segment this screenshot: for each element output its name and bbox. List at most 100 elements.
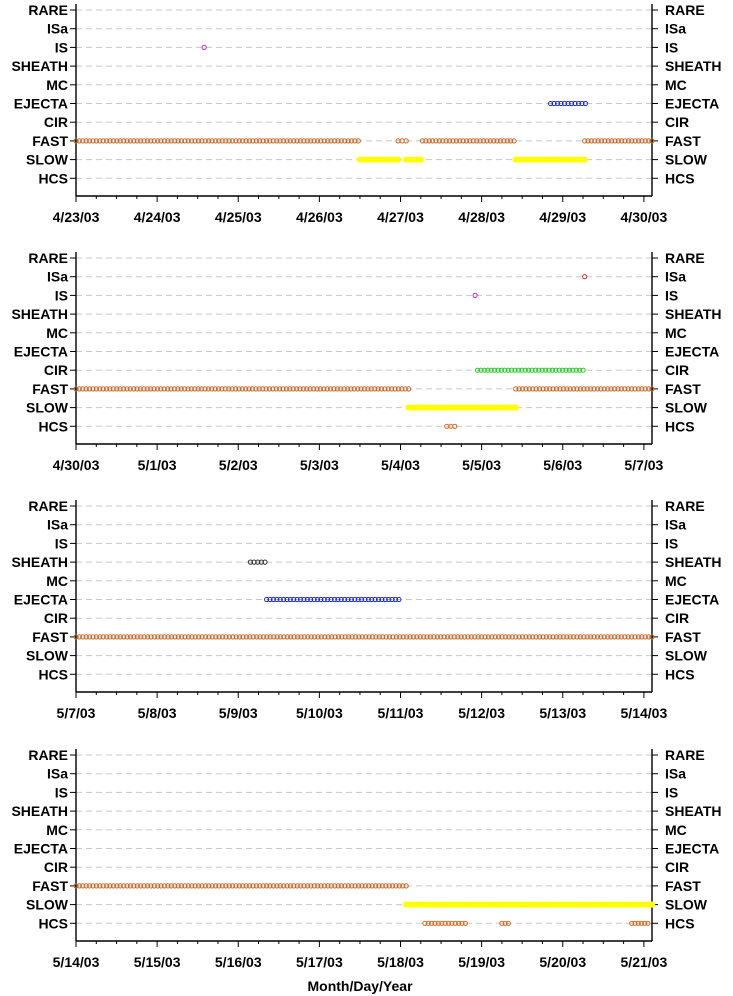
data-point-fast bbox=[581, 386, 587, 392]
x-tick-label: 5/9/03 bbox=[219, 705, 258, 721]
data-point-fast bbox=[93, 138, 100, 144]
data-point-fast bbox=[124, 883, 130, 889]
data-point-fast bbox=[274, 883, 280, 889]
data-point-fast bbox=[148, 883, 154, 889]
data-point-fast bbox=[277, 138, 283, 144]
data-point-fast bbox=[338, 138, 344, 144]
data-point-fast bbox=[642, 634, 648, 640]
data-point-hcs bbox=[499, 920, 505, 926]
data-point-fast bbox=[649, 634, 655, 640]
data-point-cir bbox=[539, 367, 545, 373]
data-point-ejecta bbox=[547, 100, 554, 107]
data-point-fast bbox=[560, 386, 567, 392]
y-label-right: ISa bbox=[665, 21, 686, 37]
data-point-fast bbox=[266, 386, 273, 392]
data-point-ejecta bbox=[558, 100, 564, 107]
x-tick-label: 5/4/03 bbox=[381, 457, 420, 473]
data-point-fast bbox=[369, 883, 375, 889]
data-point-fast bbox=[291, 138, 297, 144]
data-point-fast bbox=[317, 386, 323, 392]
data-point-hcs bbox=[502, 920, 508, 926]
data-point-fast bbox=[175, 634, 181, 640]
y-label-left: EJECTA bbox=[14, 841, 68, 857]
data-point-fast bbox=[172, 138, 178, 144]
data-point-fast bbox=[402, 386, 408, 392]
data-point-fast bbox=[516, 386, 522, 392]
data-point-fast bbox=[594, 634, 601, 640]
data-point-fast bbox=[322, 634, 328, 640]
x-tick-label: 4/30/03 bbox=[621, 209, 668, 225]
data-point-fast bbox=[131, 883, 137, 889]
data-point-fast bbox=[477, 138, 483, 144]
data-point-fast bbox=[560, 634, 566, 640]
data-point-fast bbox=[645, 386, 652, 392]
data-point-cir bbox=[532, 367, 539, 373]
data-point-fast bbox=[403, 138, 409, 144]
data-point-fast bbox=[233, 138, 239, 144]
y-label-right: RARE bbox=[665, 250, 705, 266]
data-point-fast bbox=[376, 634, 382, 640]
data-point-ejecta bbox=[338, 596, 344, 603]
data-point-fast bbox=[226, 634, 232, 640]
data-point-fast bbox=[202, 138, 208, 144]
data-point-fast bbox=[383, 634, 389, 640]
y-label-right: SHEATH bbox=[665, 306, 722, 322]
data-point-sheath bbox=[251, 559, 257, 565]
data-point-fast bbox=[267, 138, 273, 144]
data-point-fast bbox=[195, 386, 201, 392]
data-point-fast bbox=[598, 138, 605, 144]
data-point-fast bbox=[571, 634, 577, 640]
data-point-cir bbox=[495, 367, 501, 373]
y-label-right: MC bbox=[665, 77, 687, 93]
data-point-fast bbox=[90, 883, 96, 889]
data-point-fast bbox=[253, 883, 260, 889]
y-label-right: ISa bbox=[665, 766, 686, 782]
data-point-fast bbox=[294, 386, 300, 392]
y-label-left: HCS bbox=[38, 666, 68, 682]
data-point-cir bbox=[560, 367, 566, 373]
data-point-fast bbox=[519, 386, 526, 392]
data-point-fast bbox=[547, 386, 553, 392]
data-point-fast bbox=[185, 386, 191, 392]
data-point-fast bbox=[536, 386, 543, 392]
data-point-fast bbox=[349, 634, 355, 640]
data-point-fast bbox=[195, 138, 202, 144]
x-tick-label: 5/15/03 bbox=[134, 954, 181, 970]
data-point-fast bbox=[429, 138, 436, 144]
data-point-fast bbox=[250, 634, 256, 640]
data-point-fast bbox=[557, 634, 563, 640]
y-label-left: SHEATH bbox=[11, 554, 68, 570]
data-point-fast bbox=[513, 386, 519, 392]
data-point-hcs bbox=[459, 920, 465, 926]
data-point-fast bbox=[280, 386, 286, 392]
data-point-fast bbox=[209, 386, 215, 392]
data-point-fast bbox=[131, 386, 137, 392]
data-point-hcs bbox=[632, 920, 638, 926]
data-point-fast bbox=[270, 386, 276, 392]
data-point-hcs bbox=[452, 920, 458, 926]
data-point-is bbox=[201, 44, 207, 51]
y-label-left: ISa bbox=[47, 269, 68, 285]
data-point-fast bbox=[127, 883, 134, 889]
data-point-ejecta bbox=[554, 100, 561, 107]
data-point-fast bbox=[104, 883, 110, 889]
y-label-left: ISa bbox=[47, 766, 68, 782]
data-point-fast bbox=[161, 386, 167, 392]
data-point-ejecta bbox=[386, 596, 392, 603]
x-tick-label: 4/27/03 bbox=[377, 209, 424, 225]
data-point-fast bbox=[605, 634, 611, 640]
data-point-fast bbox=[243, 138, 249, 144]
data-point-fast bbox=[389, 883, 396, 889]
data-point-fast bbox=[304, 138, 310, 144]
data-point-fast bbox=[97, 883, 103, 889]
data-point-fast bbox=[475, 634, 481, 640]
data-point-ejecta bbox=[308, 596, 314, 603]
data-point-fast bbox=[458, 634, 464, 640]
data-point-fast bbox=[463, 138, 470, 144]
data-point-fast bbox=[107, 883, 113, 889]
y-label-right: SHEATH bbox=[665, 554, 722, 570]
data-point-fast bbox=[301, 634, 307, 640]
data-point-fast bbox=[526, 386, 532, 392]
data-point-fast bbox=[202, 883, 208, 889]
data-point-ejecta bbox=[345, 596, 351, 603]
